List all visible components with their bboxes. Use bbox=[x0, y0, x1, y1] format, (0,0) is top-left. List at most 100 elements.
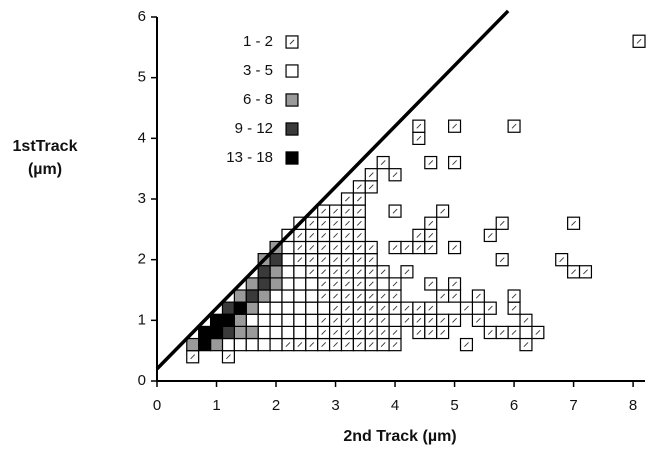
x-tick-label: 4 bbox=[391, 397, 399, 414]
hatch-mark bbox=[440, 293, 446, 299]
hatch-mark bbox=[333, 330, 338, 335]
cell bbox=[245, 325, 259, 340]
hatch-mark bbox=[309, 245, 315, 250]
hatch-mark bbox=[428, 232, 434, 238]
hatch-mark bbox=[404, 317, 410, 323]
hatch-mark bbox=[452, 160, 457, 166]
hatch-mark bbox=[309, 232, 315, 238]
reference-line bbox=[155, 9, 510, 371]
hatch-mark bbox=[333, 317, 338, 323]
hatch-mark bbox=[345, 208, 350, 214]
cell bbox=[233, 313, 247, 327]
cell bbox=[209, 325, 224, 340]
hatch-mark bbox=[226, 354, 231, 360]
hatch-mark bbox=[333, 281, 338, 287]
cell bbox=[233, 289, 247, 303]
hatch-mark bbox=[333, 245, 338, 250]
hatch-mark bbox=[583, 269, 588, 275]
hatch-mark bbox=[571, 269, 576, 275]
legend-label: 13 - 18 bbox=[226, 149, 273, 166]
hatch-mark bbox=[428, 281, 434, 287]
hatch-mark bbox=[475, 293, 481, 299]
cell bbox=[293, 289, 307, 303]
hatch-mark bbox=[464, 342, 469, 348]
cell bbox=[293, 265, 307, 279]
hatch-mark bbox=[380, 160, 386, 166]
legend-swatch bbox=[285, 93, 299, 107]
hatch-mark bbox=[380, 342, 386, 348]
hatch-mark bbox=[404, 245, 410, 250]
hatch-mark bbox=[333, 232, 338, 238]
hatch-mark bbox=[523, 317, 529, 323]
hatch-mark bbox=[321, 342, 327, 348]
y-tick-label: 2 bbox=[138, 251, 146, 268]
hatch-mark bbox=[333, 305, 338, 311]
hatch-mark bbox=[297, 342, 303, 348]
hatch-mark bbox=[345, 220, 350, 226]
y-tick-label: 1 bbox=[138, 311, 146, 328]
hatch-mark bbox=[452, 245, 457, 250]
hatch-mark bbox=[356, 293, 362, 299]
cell bbox=[293, 277, 307, 291]
cell bbox=[305, 313, 319, 327]
legend-swatch bbox=[285, 64, 299, 78]
cell bbox=[257, 313, 271, 327]
y-tick-label: 3 bbox=[138, 190, 146, 207]
hatch-mark bbox=[356, 184, 362, 190]
hatch-mark bbox=[511, 330, 517, 335]
hatch-mark bbox=[321, 293, 327, 299]
hatch-mark bbox=[440, 317, 446, 323]
hatch-mark bbox=[404, 269, 410, 275]
cell bbox=[245, 289, 259, 303]
legend-label: 9 - 12 bbox=[235, 120, 273, 137]
hatch-mark bbox=[356, 305, 362, 311]
legend-label: 1 - 2 bbox=[243, 33, 273, 50]
cell bbox=[317, 301, 331, 315]
hatch-mark bbox=[416, 123, 422, 129]
hatch-mark bbox=[428, 220, 434, 226]
cell bbox=[198, 325, 212, 340]
hatch-mark bbox=[499, 220, 505, 226]
hatch-mark bbox=[321, 208, 327, 214]
hatch-mark bbox=[487, 232, 493, 238]
hatch-mark bbox=[368, 317, 374, 323]
hatch-mark bbox=[487, 330, 493, 335]
hatch-mark bbox=[345, 281, 350, 287]
cell bbox=[269, 325, 283, 340]
hatch-mark bbox=[571, 220, 576, 226]
hatch-mark bbox=[321, 281, 327, 287]
cell bbox=[209, 337, 224, 352]
y-tick-label: 0 bbox=[138, 372, 146, 389]
hatch-mark bbox=[428, 305, 434, 311]
hatch-mark bbox=[416, 317, 422, 323]
cell bbox=[245, 301, 259, 315]
hatch-mark bbox=[464, 305, 469, 311]
cell bbox=[221, 301, 235, 315]
hatch-mark bbox=[345, 305, 350, 311]
cell bbox=[221, 313, 235, 327]
cell bbox=[209, 313, 224, 327]
hatch-mark bbox=[356, 281, 362, 287]
hatch-mark bbox=[368, 184, 374, 190]
hatch-mark bbox=[345, 196, 350, 202]
y-tick-label: 4 bbox=[138, 129, 146, 146]
cell bbox=[269, 301, 283, 315]
hatch-mark bbox=[428, 245, 434, 250]
hatch-mark bbox=[321, 257, 327, 263]
hatch-mark bbox=[321, 269, 327, 275]
hatch-mark bbox=[428, 330, 434, 335]
hatch-mark bbox=[309, 257, 315, 263]
legend-label: 6 - 8 bbox=[243, 91, 273, 108]
cell bbox=[233, 337, 247, 352]
hatch-mark bbox=[345, 317, 350, 323]
cell bbox=[257, 289, 271, 303]
cell bbox=[305, 301, 319, 315]
x-tick-label: 2 bbox=[272, 397, 280, 414]
hatch-mark bbox=[368, 330, 374, 335]
hatch-mark bbox=[356, 269, 362, 275]
hatch-mark bbox=[416, 232, 422, 238]
cell bbox=[233, 301, 247, 315]
x-tick-label: 0 bbox=[153, 397, 161, 414]
hatch-mark bbox=[428, 160, 434, 166]
